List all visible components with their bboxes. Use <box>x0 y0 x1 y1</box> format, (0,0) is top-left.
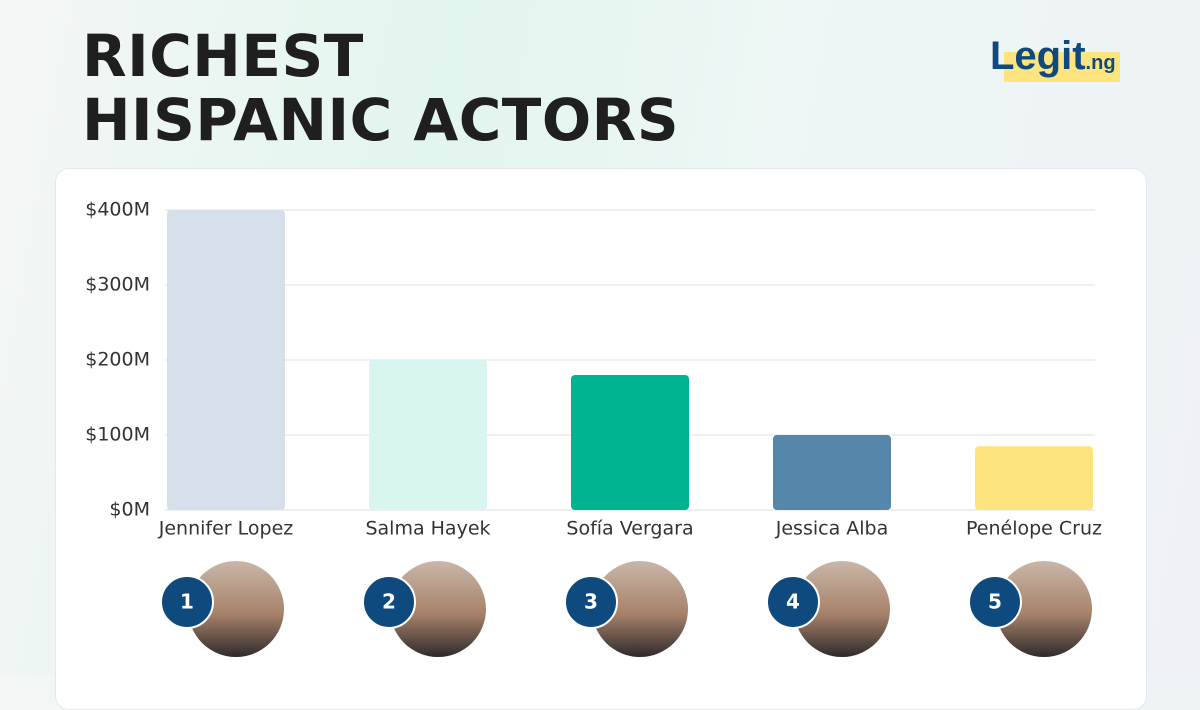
bar <box>369 360 487 510</box>
y-tick-label: $0M <box>109 499 150 521</box>
x-tick-label: Sofía Vergara <box>566 518 693 540</box>
rank-badge <box>160 575 214 629</box>
photo <box>996 561 1092 657</box>
x-tick-label: Jennifer Lopez <box>158 518 294 540</box>
x-tick-label: Penélope Cruz <box>966 518 1102 540</box>
photo <box>592 561 688 657</box>
y-tick-label: $400M <box>85 199 150 221</box>
chart: $0M $100M $200M $300M $400M Jennifer Lopez 1 Sa… <box>85 199 1102 657</box>
bar <box>167 210 285 510</box>
logo-text: Legit <box>990 34 1086 78</box>
x-tick-label: Jessica Alba <box>775 518 888 540</box>
x-tick-label: Salma Hayek <box>365 518 490 540</box>
rank-badge <box>968 575 1022 629</box>
rank-badge <box>766 575 820 629</box>
chart-title: RICHEST HISPANIC ACTORS <box>82 22 680 154</box>
rank-label: 2 <box>382 590 396 614</box>
rank-badge <box>564 575 618 629</box>
rank-label: 5 <box>988 590 1002 614</box>
logo-suffix: .ng <box>1085 52 1116 74</box>
logo: Legit.ng <box>990 34 1120 82</box>
rank-badge <box>362 575 416 629</box>
rank-label: 1 <box>180 590 194 614</box>
bar <box>773 435 891 510</box>
photo <box>390 561 486 657</box>
y-tick-label: $100M <box>85 424 150 446</box>
rank-label: 3 <box>584 590 598 614</box>
photo <box>188 561 284 657</box>
rank-label: 4 <box>786 590 800 614</box>
photo <box>794 561 890 657</box>
bar <box>571 375 689 510</box>
bar <box>975 446 1093 510</box>
y-tick-label: $300M <box>85 274 150 296</box>
y-tick-label: $200M <box>85 349 150 371</box>
